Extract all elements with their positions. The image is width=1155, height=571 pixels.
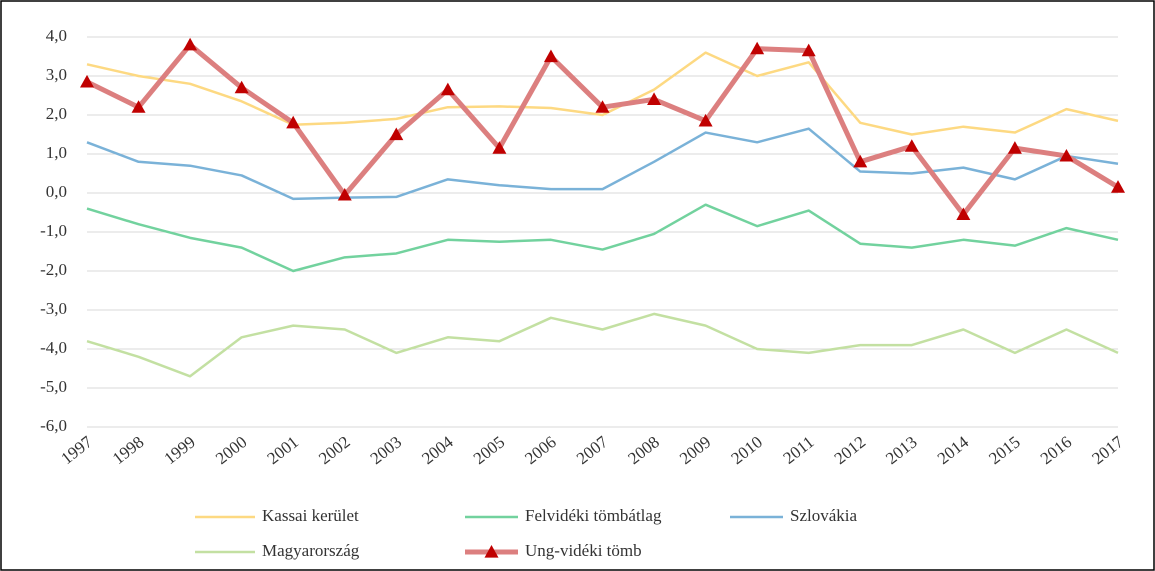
legend-label: Ung-vidéki tömb <box>525 541 642 560</box>
x-tick-label: 2005 <box>470 432 508 468</box>
y-tick-label: -5,0 <box>40 377 67 396</box>
series-line <box>86 51 1119 136</box>
marker <box>750 41 765 55</box>
x-tick-label: 2000 <box>212 432 250 468</box>
marker <box>183 37 198 51</box>
marker <box>904 139 919 152</box>
marker <box>595 100 610 113</box>
y-tick-label: 3,0 <box>46 65 67 84</box>
marker <box>234 80 249 94</box>
x-tick-label: 2006 <box>521 432 559 468</box>
x-tick-label: 1997 <box>57 432 96 468</box>
marker <box>1059 148 1074 162</box>
x-tick-label: 2008 <box>624 432 662 468</box>
x-tick-label: 2014 <box>934 432 973 468</box>
y-tick-label: -6,0 <box>40 416 67 435</box>
x-tick-label: 2013 <box>882 432 920 468</box>
x-tick-label: 2015 <box>985 432 1023 468</box>
marker <box>647 92 662 105</box>
x-tick-label: 2002 <box>315 432 353 468</box>
x-tick-label: 2009 <box>676 432 714 468</box>
marker <box>440 82 455 96</box>
y-tick-label: 0,0 <box>46 182 67 201</box>
legend-label: Felvidéki tömbátlag <box>525 506 662 525</box>
marker <box>801 43 816 57</box>
y-tick-label: 4,0 <box>46 26 67 45</box>
marker <box>956 207 971 221</box>
marker <box>1111 180 1125 193</box>
legend-label: Szlovákia <box>790 506 857 525</box>
x-tick-label: 2003 <box>367 432 405 468</box>
x-tick-label: 2004 <box>418 432 457 468</box>
x-tick-label: 2001 <box>264 432 302 468</box>
series-line <box>86 203 1119 273</box>
legend-marker <box>484 545 499 558</box>
marker <box>337 187 352 201</box>
y-tick-label: 2,0 <box>46 104 67 123</box>
marker <box>286 115 301 129</box>
series-line <box>86 312 1119 378</box>
y-tick-label: 1,0 <box>46 143 67 162</box>
legend-label: Kassai kerület <box>262 506 359 525</box>
x-tick-label: 2017 <box>1088 432 1127 468</box>
legend-label: Magyarország <box>262 541 360 560</box>
series-line <box>86 127 1119 201</box>
y-tick-label: -2,0 <box>40 260 67 279</box>
marker <box>698 113 713 127</box>
x-tick-label: 2012 <box>831 432 869 468</box>
marker <box>389 127 404 141</box>
y-tick-label: -3,0 <box>40 299 67 318</box>
y-tick-label: -1,0 <box>40 221 67 240</box>
x-tick-label: 2011 <box>780 432 818 468</box>
marker <box>80 74 94 88</box>
x-tick-label: 1999 <box>160 432 198 468</box>
marker <box>543 49 558 63</box>
x-tick-label: 1998 <box>109 432 147 468</box>
x-tick-label: 2016 <box>1037 432 1075 468</box>
x-tick-label: 2007 <box>573 432 612 468</box>
marker <box>492 141 507 154</box>
x-tick-label: 2010 <box>728 432 766 468</box>
marker <box>853 154 868 168</box>
y-tick-label: -4,0 <box>40 338 67 357</box>
marker <box>131 100 146 113</box>
marker <box>1007 141 1022 154</box>
